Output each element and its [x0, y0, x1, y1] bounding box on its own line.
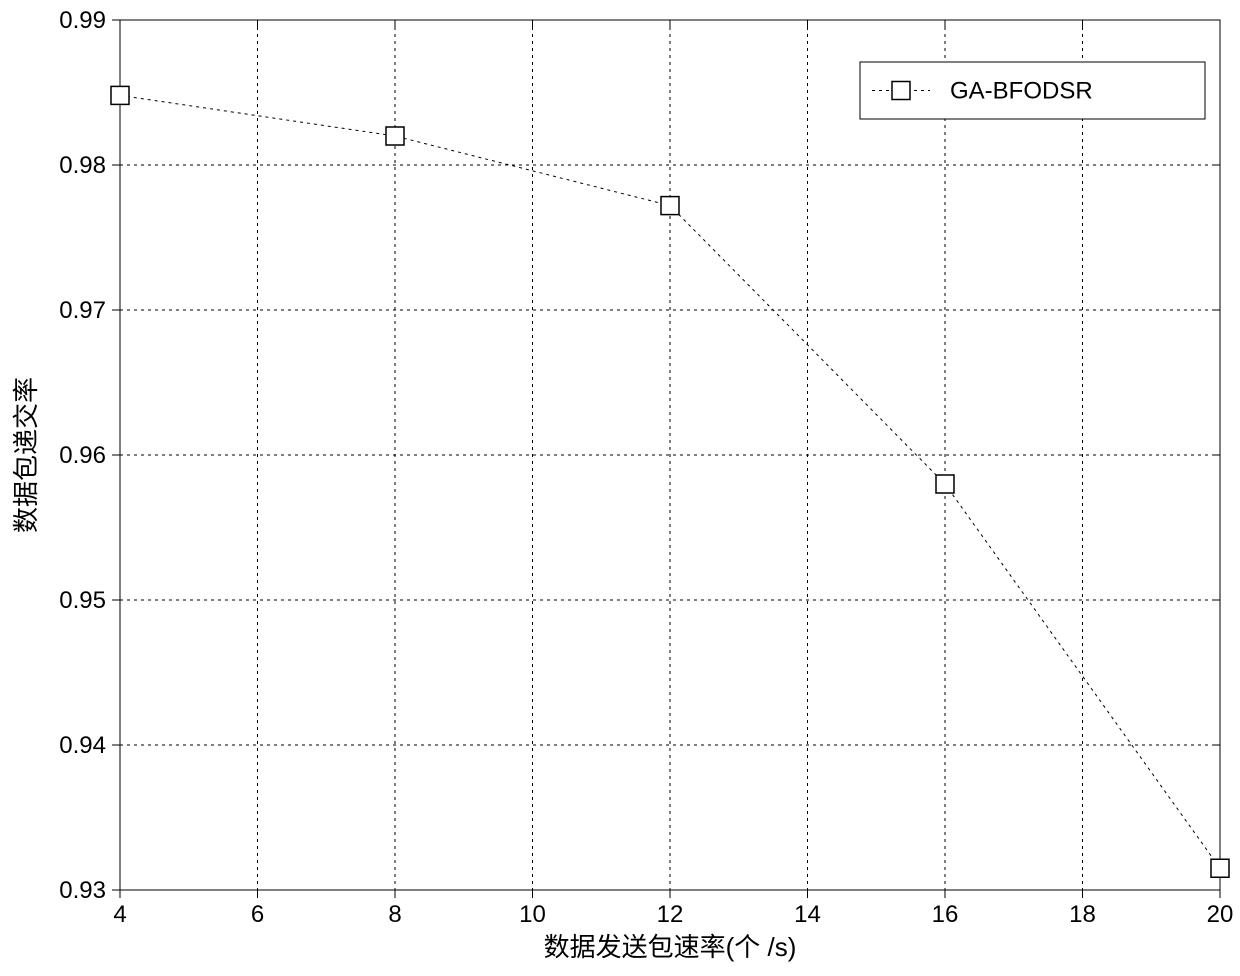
x-tick-label: 12 [657, 901, 684, 928]
x-tick-label: 10 [519, 901, 546, 928]
x-tick-label: 18 [1069, 901, 1096, 928]
x-tick-label: 14 [794, 901, 821, 928]
y-tick-label: 0.96 [59, 442, 106, 469]
data-marker [386, 127, 404, 145]
legend-item-label: GA-BFODSR [950, 78, 1093, 105]
data-marker [936, 475, 954, 493]
x-ticks: 4 6 8 10 12 14 16 18 20 [113, 20, 1233, 928]
chart-svg: 4 6 8 10 12 14 16 18 20 0.93 0.94 0.95 0.96 0.97 0.98… [0, 0, 1240, 976]
y-axis-title: 数据包递交率 [11, 377, 41, 533]
x-tick-label: 20 [1207, 901, 1234, 928]
y-tick-label: 0.95 [59, 587, 106, 614]
data-marker [111, 86, 129, 104]
x-tick-label: 16 [932, 901, 959, 928]
data-marker [1211, 859, 1229, 877]
y-tick-label: 0.93 [59, 877, 106, 904]
grid-lines [120, 20, 1220, 890]
y-tick-label: 0.99 [59, 7, 106, 34]
legend: GA-BFODSR [860, 62, 1205, 119]
y-tick-label: 0.97 [59, 297, 106, 324]
x-axis-title: 数据发送包速率(个 /s) [544, 932, 797, 962]
x-tick-label: 4 [113, 901, 126, 928]
y-tick-label: 0.94 [59, 732, 106, 759]
data-series [111, 86, 1229, 877]
x-tick-label: 6 [251, 901, 264, 928]
data-marker [661, 197, 679, 215]
chart-container: 4 6 8 10 12 14 16 18 20 0.93 0.94 0.95 0.96 0.97 0.98… [0, 0, 1240, 976]
y-tick-label: 0.98 [59, 152, 106, 179]
x-tick-label: 8 [388, 901, 401, 928]
